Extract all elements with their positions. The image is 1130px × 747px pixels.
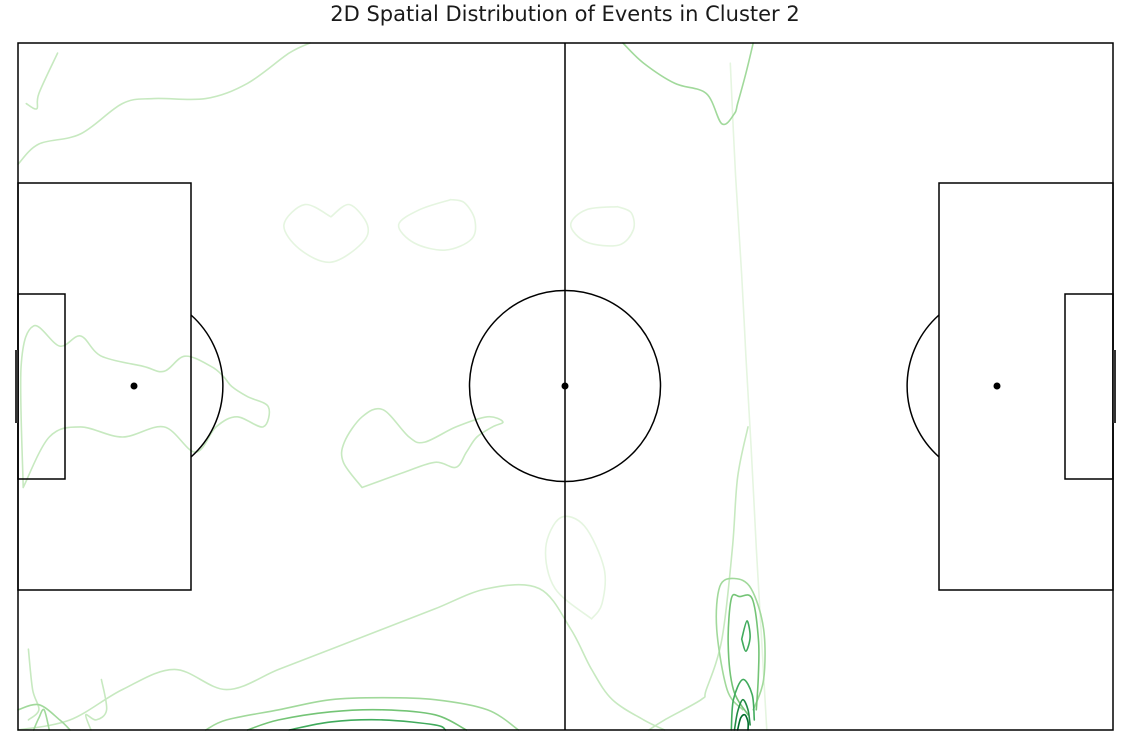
contour-line-level-0 [283,203,370,264]
right-penalty-arc [906,314,940,458]
contour-line-level-2 [32,708,51,731]
contour-line-level-6 [736,713,750,731]
right-goal-area [1064,293,1114,480]
contour-line-level-1 [648,426,749,731]
right-penalty-area [938,182,1114,591]
contour-line-level-1 [84,678,108,731]
contour-line-level-1 [27,648,40,721]
contour-line-level-0 [729,62,768,731]
pitch-markings [15,42,1116,731]
contour-line-level-3 [246,708,468,731]
left-goal-area [17,293,66,480]
left-penalty-arc [190,314,224,458]
chart-title: 2D Spatial Distribution of Events in Clu… [330,2,800,26]
center-circle [468,289,662,483]
contour-line-level-1 [17,583,666,731]
contour-layer [17,42,768,731]
contour-line-level-5 [733,698,751,731]
contour-line-level-2 [204,696,520,731]
left-goal [15,350,18,423]
right-penalty-spot [993,382,1001,390]
center-spot [561,382,569,390]
contour-line-level-3 [727,593,760,716]
contour-line-level-0 [569,205,636,247]
contour-line-level-0 [544,515,607,620]
contour-line-level-0 [397,198,477,251]
contour-line-level-4 [730,678,756,731]
contour-line-level-4 [288,718,447,731]
contour-line-level-2 [17,703,71,731]
contour-line-level-1 [340,407,504,489]
contour-line-level-1 [25,52,59,110]
contour-line-level-2 [715,577,766,711]
contour-line-level-2 [622,42,754,126]
left-penalty-spot [130,382,138,390]
contour-line-level-1 [19,324,271,489]
contour-line-level-4 [740,620,751,653]
left-penalty-area [17,182,192,591]
right-goal [1113,350,1116,423]
contour-line-level-1 [17,42,311,165]
